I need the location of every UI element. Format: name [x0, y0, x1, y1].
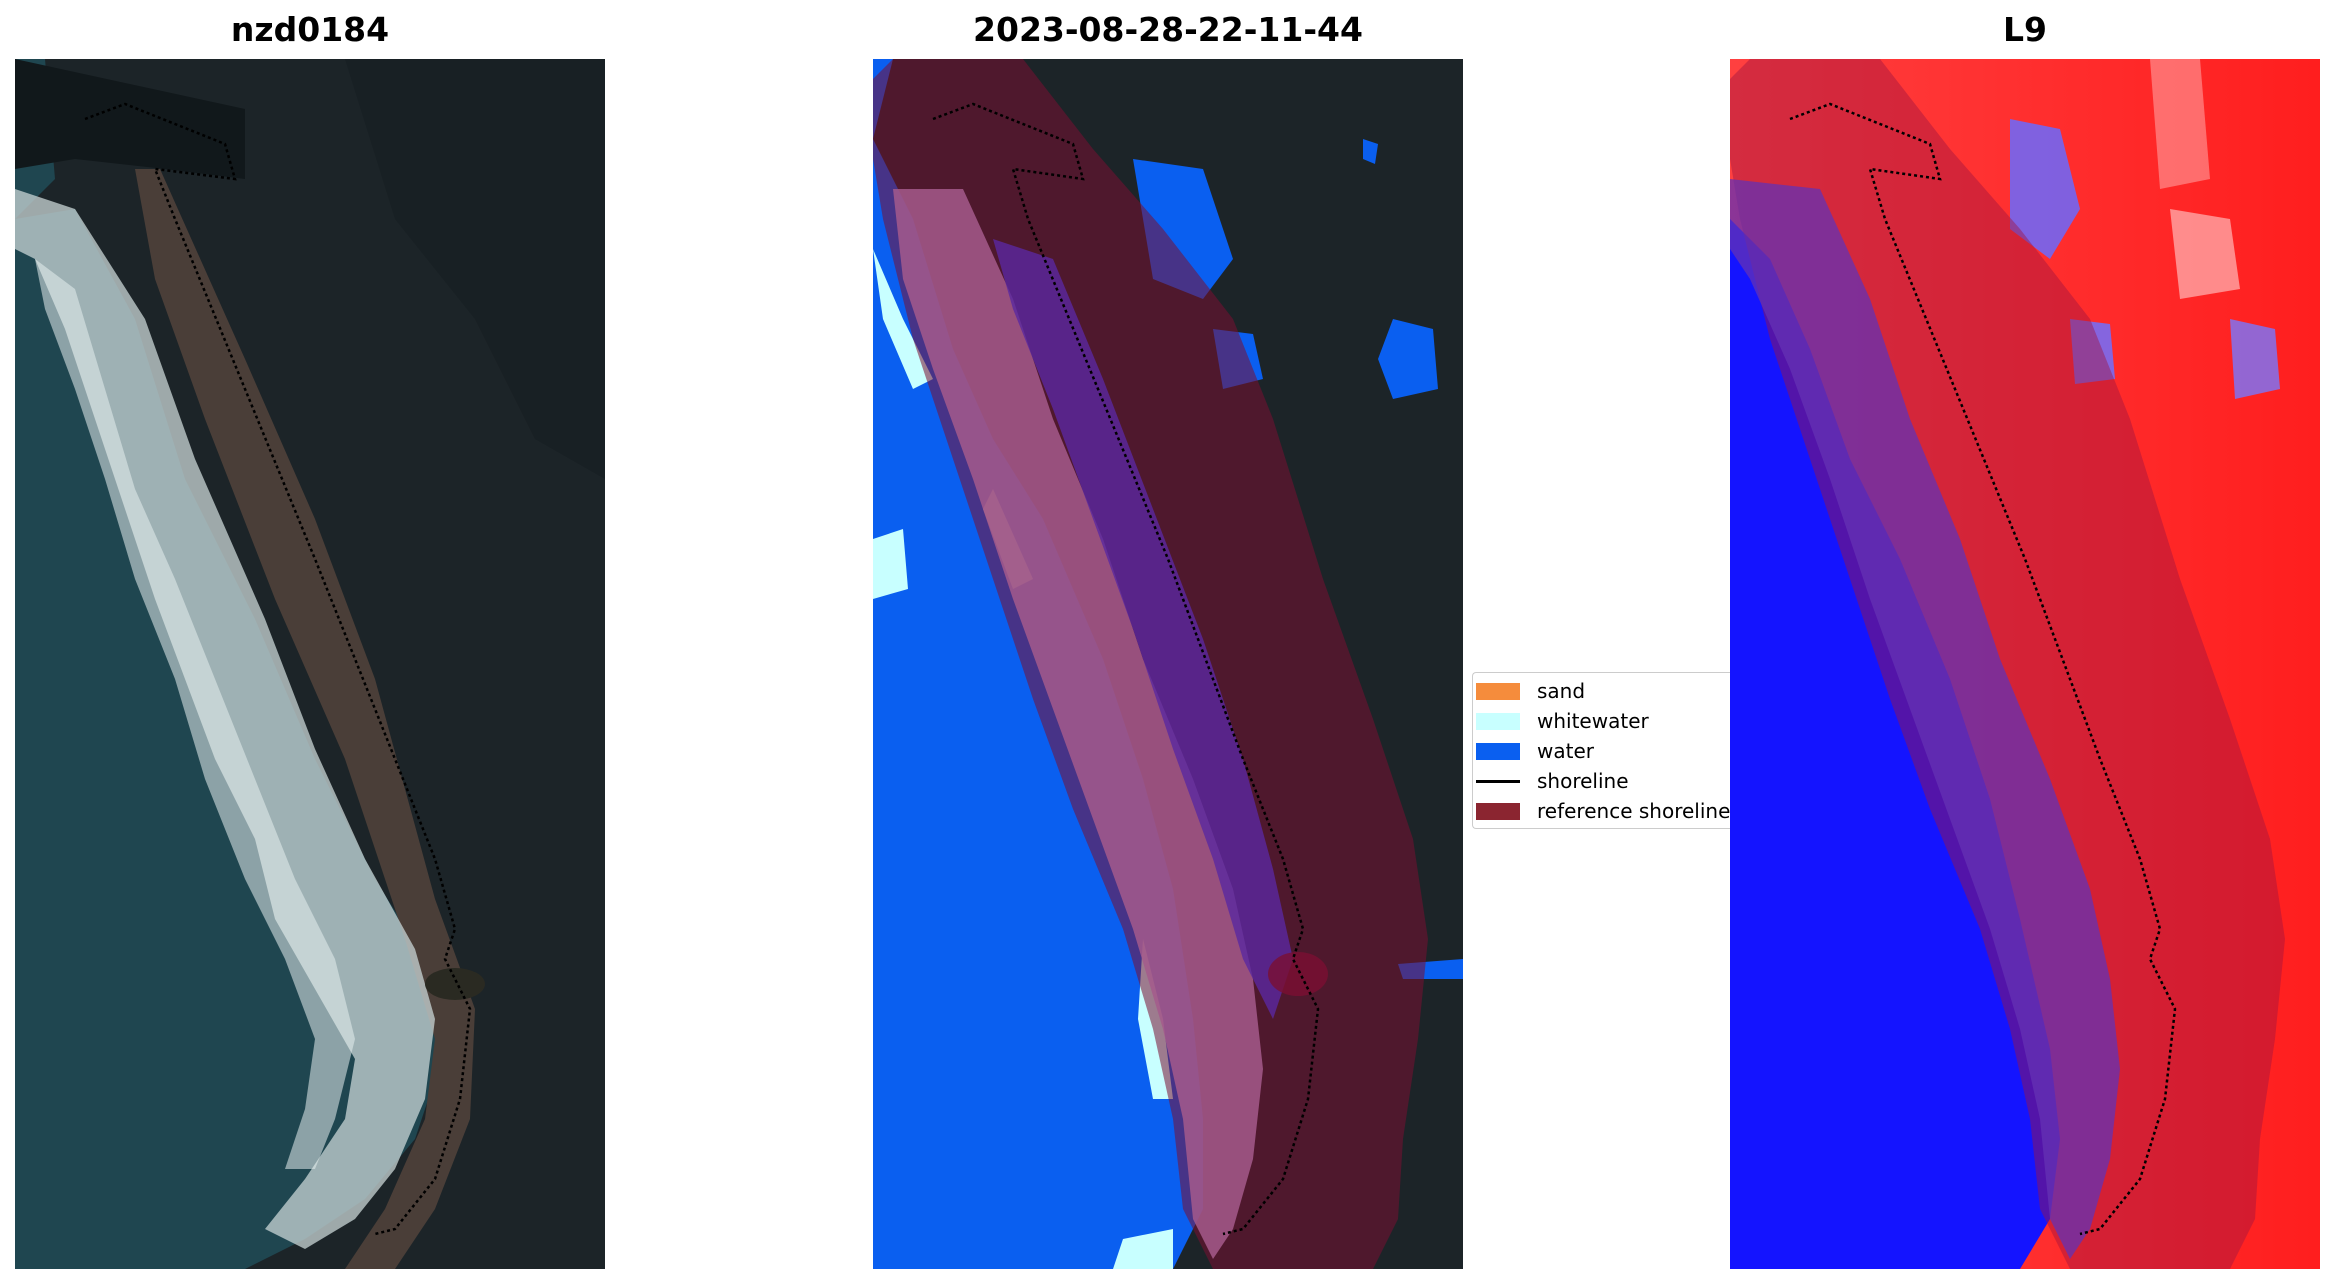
- vegetation-patch: [345, 59, 605, 479]
- panel-title-rgb: nzd0184: [230, 10, 390, 49]
- low-index-water: [1730, 219, 2060, 1269]
- legend-label: water: [1537, 739, 1594, 763]
- river-mouth-overlay: [1268, 952, 1328, 996]
- river-mouth: [425, 968, 485, 1000]
- shoreline-line: [84, 102, 472, 1236]
- rgb-satellite-image: [15, 59, 605, 1269]
- legend-label: whitewater: [1537, 709, 1649, 733]
- reference-shoreline-swatch: [1476, 802, 1520, 820]
- shoreline-line-swatch: [1476, 779, 1520, 783]
- headland-top: [15, 59, 245, 179]
- classified-sand-overlap: [893, 189, 1263, 1259]
- light-patch: [2010, 119, 2080, 259]
- light-patch: [2150, 59, 2210, 189]
- beach-strip: [135, 169, 475, 1269]
- shoreline-line: [932, 102, 1320, 1236]
- sand-swatch: [1476, 682, 1520, 700]
- panel-title-index: L9: [2003, 10, 2047, 49]
- legend-label: sand: [1537, 679, 1586, 703]
- whitewater-swatch: [1476, 712, 1520, 730]
- legend-item-shoreline: shoreline: [1473, 769, 1629, 793]
- panel-title-classified: 2023-08-28-22-11-44: [973, 10, 1363, 49]
- classified-whitewater: [873, 249, 1173, 1269]
- water-pond: [1378, 319, 1438, 399]
- purple-overlap: [1730, 179, 2120, 1259]
- water-pond: [1363, 139, 1378, 164]
- legend-item-sand: sand: [1473, 679, 1585, 703]
- surf-foam: [35, 259, 355, 1169]
- shoreline-line: [1789, 102, 2177, 1236]
- classified-sand-overlap-dark: [993, 239, 1293, 1019]
- legend-item-water: water: [1473, 739, 1594, 763]
- light-patch: [2070, 319, 2115, 384]
- light-patch: [2230, 319, 2280, 399]
- legend-label: shoreline: [1537, 769, 1629, 793]
- legend-label: reference shoreline: [1537, 799, 1731, 823]
- legend-item-reference-shoreline: reference shoreline: [1473, 799, 1730, 823]
- legend: sand whitewater water shoreline referenc…: [1472, 672, 1732, 829]
- legend-item-whitewater: whitewater: [1473, 709, 1649, 733]
- classified-image: [873, 59, 1463, 1269]
- water-swatch: [1476, 742, 1520, 760]
- index-image: [1730, 59, 2320, 1269]
- light-patch: [2170, 209, 2240, 299]
